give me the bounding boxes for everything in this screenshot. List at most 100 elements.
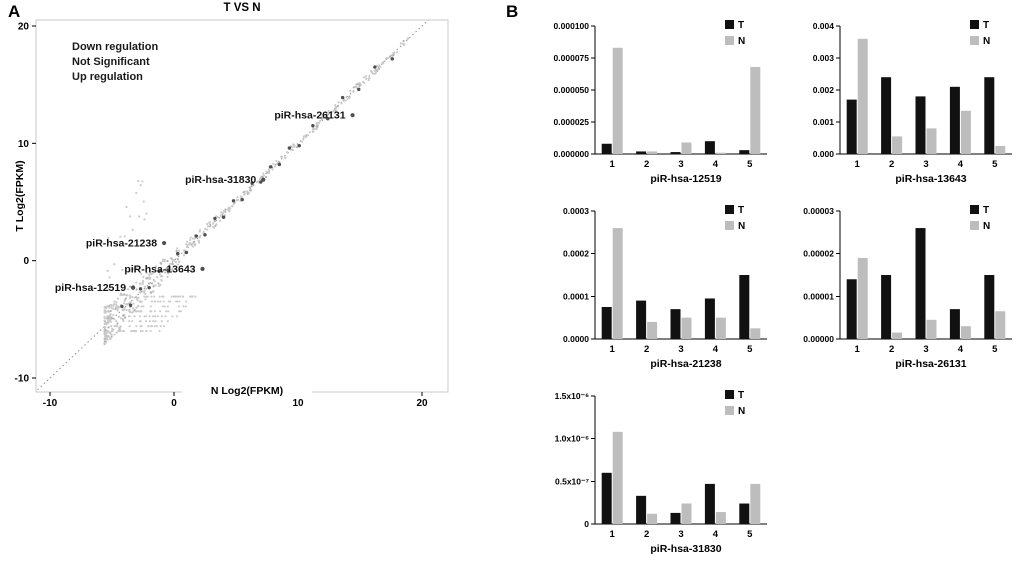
bar-T-3 [670,512,681,524]
bar-T-5 [739,503,750,524]
svg-text:-10: -10 [15,374,30,385]
bars-series-N [857,257,1006,339]
bars-series-T [601,275,750,339]
labeled-point [161,240,167,246]
bar-legend: TN [970,20,990,47]
svg-text:0.0001: 0.0001 [563,291,589,301]
svg-text:1: 1 [610,529,616,540]
scatter-labeled-points: piR-hsa-26131 piR-hsa-31830 piR-hsa-21238 p… [55,110,355,294]
scatter-title: T VS N [223,2,261,14]
point-label: piR-hsa-12519 [55,282,126,294]
bar-axes: 0.000 0.001 0.002 0.003 0.004 [813,21,1012,159]
svg-text:0.000100: 0.000100 [554,21,590,31]
legend-item-down-regulation: Down regulation [72,41,159,53]
svg-text:0.000: 0.000 [813,149,835,159]
svg-text:0: 0 [584,519,589,529]
bar-T-2 [881,77,892,154]
bar-axes: 0.0000 0.0001 0.0002 0.0003 [563,206,767,344]
bar-T-4 [704,141,715,154]
svg-text:3: 3 [678,529,683,540]
bar-N-4 [960,110,971,154]
scatter-points [37,20,430,391]
bar-chart-title-31830: piR-hsa-31830 [650,543,722,555]
bar-category-labels: 1 2 3 4 5 [610,159,754,170]
legend-label-T: T [738,390,744,401]
bars-series-N [612,47,761,155]
svg-text:2: 2 [644,159,649,170]
bar-T-4 [704,483,715,524]
bar-T-1 [601,143,612,154]
bar-N-4 [960,326,971,339]
legend-swatch-T [970,20,979,29]
legend-label-T: T [738,20,744,31]
legend-swatch-N [725,36,734,45]
bars-series-N [612,431,761,524]
svg-text:5: 5 [992,344,998,355]
svg-text:0.0000: 0.0000 [563,334,589,344]
point-label: piR-hsa-31830 [185,174,256,186]
svg-text:0.000025: 0.000025 [554,117,590,127]
bar-N-2 [647,151,658,154]
svg-text:10: 10 [292,398,304,409]
bar-chart-title-12519: piR-hsa-12519 [650,173,722,185]
svg-text:1: 1 [610,159,616,170]
svg-text:0: 0 [171,398,177,409]
bars-series-N [857,38,1006,154]
svg-text:0.001: 0.001 [813,117,835,127]
legend-label-N: N [983,36,990,47]
legend-swatch-N [725,406,734,415]
svg-text:0.000050: 0.000050 [554,85,590,95]
legend-swatch-T [725,390,734,399]
bar-axes: 0.000000 0.000025 0.000050 0.000075 0.000100 [554,21,767,159]
legend-swatch-N [970,221,979,230]
bar-category-labels: 1 2 3 4 5 [855,159,999,170]
bar-legend: TN [970,205,990,232]
bar-N-5 [995,311,1006,339]
bar-chart-pir-hsa-12519: 0.000000 0.000025 0.000050 0.000075 0.000100… [535,14,785,185]
bar-legend: TN [725,205,745,232]
legend-label-T: T [983,20,989,31]
bar-N-2 [892,332,903,339]
svg-text:0.00001: 0.00001 [803,291,834,301]
bar-N-5 [750,328,761,339]
legend-label-T: T [738,205,744,216]
svg-text:0.00000: 0.00000 [803,334,834,344]
bar-plot-canvas-12519: 0.000000 0.000025 0.000050 0.000075 0.000100… [554,20,767,170]
point-label: piR-hsa-26131 [274,110,345,122]
bar-chart-title-13643: piR-hsa-13643 [895,173,967,185]
svg-text:0.000075: 0.000075 [554,53,590,63]
legend-item-up-regulation: Up regulation [72,71,143,83]
svg-text:3: 3 [678,159,683,170]
panel-a-label: A [8,2,21,21]
bar-N-4 [715,152,726,154]
svg-text:1: 1 [855,159,861,170]
labeled-point [261,177,266,182]
svg-text:2: 2 [889,344,894,355]
svg-text:0.000000: 0.000000 [554,149,590,159]
bar-category-labels: 1 2 3 4 5 [610,529,754,540]
bars-series-T [601,141,750,154]
legend-item-not-significant: Not Significant [72,56,150,68]
svg-text:3: 3 [923,344,928,355]
svg-text:0.00003: 0.00003 [803,206,834,216]
svg-text:2: 2 [644,344,649,355]
svg-text:3: 3 [923,159,928,170]
svg-text:1.0x10⁻⁶: 1.0x10⁻⁶ [555,434,589,444]
scatter-legend: Down regulation Not Significant Up regul… [72,40,158,85]
svg-text:4: 4 [958,344,964,355]
svg-text:0.5x10⁻⁷: 0.5x10⁻⁷ [555,476,589,486]
legend-label-N: N [983,221,990,232]
svg-text:1: 1 [855,344,861,355]
bar-chart-pir-hsa-13643: 0.000 0.001 0.002 0.003 0.004 1 2 3 4 5 T N piR-hsa… [780,14,1020,185]
svg-text:4: 4 [713,344,719,355]
bar-N-1 [857,38,868,154]
bar-chart-pir-hsa-21238: 0.0000 0.0001 0.0002 0.0003 1 2 3 4 5 T N piR-hsa-… [535,199,785,370]
legend-swatch-T [725,205,734,214]
bar-N-1 [857,257,868,339]
panel-b-label: B [506,2,519,21]
legend-swatch-T [970,205,979,214]
bar-N-3 [926,319,937,339]
bar-T-5 [739,150,750,154]
bars-series-T [846,228,995,339]
